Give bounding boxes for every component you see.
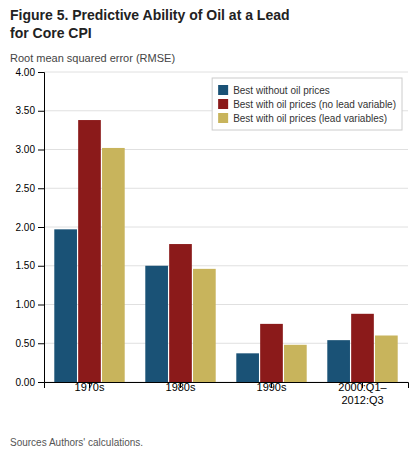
y-tick-mark (38, 382, 44, 383)
x-tick-label: 1980s (166, 381, 196, 393)
bar (102, 148, 125, 382)
legend-label: Best with oil prices (lead variables) (233, 113, 387, 124)
y-axis-line (38, 73, 45, 383)
legend: Best without oil prices Best with oil pri… (212, 78, 402, 130)
bar (375, 336, 398, 383)
y-tick-label: 2.00 (16, 222, 36, 233)
bar (54, 229, 77, 382)
bar (169, 244, 192, 382)
y-tick-label: 0.00 (16, 377, 36, 388)
x-tick-label: 1990s (257, 381, 287, 393)
bar (327, 340, 350, 382)
y-tick: 1.50 (16, 260, 44, 271)
grid (44, 72, 408, 382)
y-tick-mark (38, 188, 44, 189)
y-tick-mark (38, 150, 44, 151)
y-tick-mark (38, 266, 44, 267)
y-tick-label: 2.50 (16, 183, 36, 194)
y-tick: 4.00 (16, 67, 44, 78)
legend-swatch (218, 85, 228, 95)
y-tick: 0.00 (16, 377, 44, 388)
y-tick-mark (38, 111, 44, 112)
y-tick-label: 3.00 (16, 144, 36, 155)
x-tick: 1990s (257, 381, 287, 393)
bar (260, 324, 283, 382)
y-tick-mark (38, 227, 44, 228)
bar (351, 314, 374, 382)
grid-line (44, 72, 408, 73)
y-tick-mark (38, 72, 44, 73)
x-tick: 1980s (166, 381, 196, 393)
bars (54, 120, 397, 382)
y-tick-mark (38, 343, 44, 344)
y-tick-label: 4.00 (16, 67, 36, 78)
y-tick: 3.00 (16, 144, 44, 155)
bar (284, 345, 307, 382)
y-tick-label: 1.50 (16, 260, 36, 271)
y-tick-label: 1.00 (16, 299, 36, 310)
title: Figure 5. Predictive Ability of Oil at a… (10, 7, 290, 41)
y-tick: 1.00 (16, 299, 44, 310)
bar (145, 266, 168, 382)
y-axis-label: Root mean squared error (RMSE) (10, 52, 175, 64)
x-axis: 1970s 1980s 1990s 2000:Q1–2012:Q3 (45, 381, 409, 406)
x-tick: 2000:Q1–2012:Q3 (338, 381, 387, 406)
chart: Figure 5. Predictive Ability of Oil at a… (0, 0, 420, 458)
legend-label: Best without oil prices (233, 85, 330, 96)
y-tick-label: 0.50 (16, 338, 36, 349)
y-tick-label: 3.50 (16, 105, 36, 116)
legend-label: Best with oil prices (no lead variable) (233, 99, 396, 110)
y-tick-mark (38, 305, 44, 306)
y-tick: 2.00 (16, 222, 44, 233)
bar (236, 353, 259, 382)
bar (193, 269, 216, 382)
footnote: Sources Authors' calculations. (10, 437, 143, 448)
y-tick: 2.50 (16, 183, 44, 194)
x-tick: 1970s (75, 381, 105, 393)
legend-swatch (218, 99, 228, 109)
plot: 0.00 0.50 1.00 1.50 2.00 2.50 3.00 3.50 4.00 1970… (16, 67, 409, 406)
legend-box (212, 78, 402, 130)
y-tick: 0.50 (16, 338, 44, 349)
bar (78, 120, 101, 382)
x-tick-label: 1970s (75, 381, 105, 393)
y-axis: 0.00 0.50 1.00 1.50 2.00 2.50 3.00 3.50 4.00 (16, 67, 45, 388)
x-tick-label: 2000:Q1–2012:Q3 (338, 381, 387, 406)
y-tick: 3.50 (16, 105, 44, 116)
legend-swatch (218, 113, 228, 123)
